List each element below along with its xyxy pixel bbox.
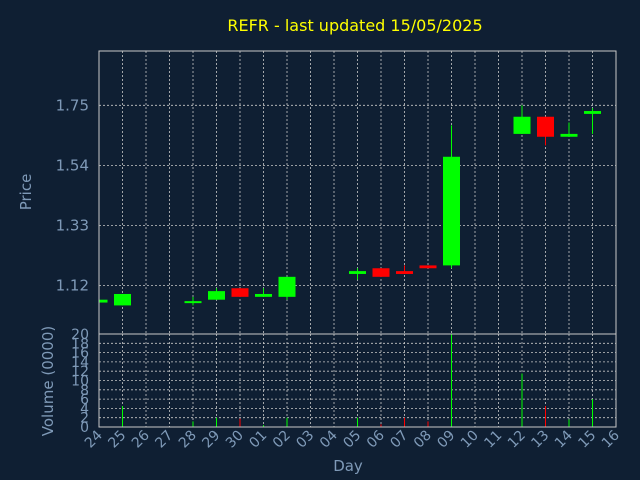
candle-body <box>513 116 531 134</box>
volume-tick-label: 10 <box>71 374 89 390</box>
price-tick-label: 1.12 <box>56 276 89 294</box>
x-tick-label: 28 <box>176 428 200 452</box>
candle-body <box>372 268 390 277</box>
volume-tick-label: 0 <box>80 420 89 436</box>
volume-tick-label: 8 <box>80 383 89 399</box>
price-panel: 1.12 1.33 1.54 1.75 <box>56 50 617 335</box>
candle-body <box>99 299 108 303</box>
candle-body <box>560 133 578 137</box>
x-axis-label: Day <box>333 457 363 475</box>
volume-panel-frame <box>98 333 617 428</box>
x-tick-label: 01 <box>246 428 270 452</box>
x-tick-label: 25 <box>105 428 129 452</box>
volume-tick-label: 16 <box>71 346 89 362</box>
candle-body <box>114 293 131 306</box>
price-axis-label: Price <box>17 174 35 211</box>
x-tick-label: 29 <box>199 428 223 452</box>
candle-body <box>208 291 225 300</box>
price-tick-label: 1.54 <box>56 156 89 174</box>
volume-tick-label: 2 <box>80 411 89 427</box>
x-tick-label: 12 <box>505 428 529 452</box>
volume-axis-label: Volume (0000) <box>39 326 57 436</box>
candle-body <box>584 111 601 114</box>
candle-body <box>443 156 460 266</box>
x-tick-label: 30 <box>223 428 247 452</box>
x-tick-label: 04 <box>317 427 341 451</box>
chart-title: REFR - last updated 15/05/2025 <box>227 16 482 35</box>
price-tick-label: 1.75 <box>56 96 89 114</box>
candle-body <box>419 265 437 269</box>
x-tick-label: 02 <box>270 428 294 452</box>
x-tick-label: 08 <box>411 428 435 452</box>
candle-body <box>255 293 272 297</box>
x-tick-label: 14 <box>552 427 576 451</box>
volume-tick-label: 18 <box>71 336 89 352</box>
x-tick-label: 15 <box>575 428 599 452</box>
volume-tick-label: 12 <box>71 364 89 380</box>
x-tick-label: 27 <box>152 428 176 452</box>
x-tick-label: 03 <box>293 428 317 452</box>
x-tick-label: 07 <box>387 428 411 452</box>
candle-body <box>537 116 554 137</box>
x-tick-label: 13 <box>528 428 552 452</box>
volume-tick-label: 6 <box>80 392 89 408</box>
volume-tick-label: 14 <box>71 355 89 371</box>
candle-body <box>184 301 202 304</box>
candle-body <box>349 271 366 274</box>
candle-body <box>231 288 249 297</box>
x-tick-label: 11 <box>481 428 505 452</box>
x-tick-label: 06 <box>364 427 388 451</box>
x-tick-label: 16 <box>599 427 623 451</box>
price-tick-label: 1.33 <box>56 216 89 234</box>
candle-body <box>278 276 296 297</box>
x-tick-label: 09 <box>434 428 458 452</box>
volume-tick-label: 4 <box>80 401 89 417</box>
candle-body <box>396 271 413 274</box>
volume-tick-label: 20 <box>71 327 89 343</box>
x-tick-label: 26 <box>129 427 153 451</box>
x-tick-label: 10 <box>458 428 482 452</box>
x-tick-label: 05 <box>340 428 364 452</box>
